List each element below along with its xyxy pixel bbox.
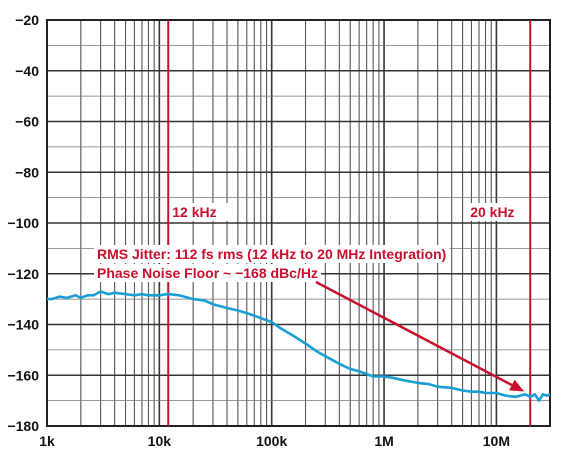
- grid-lines: [47, 20, 550, 426]
- marker-label-bg: [170, 203, 229, 221]
- y-tick-label: −20: [15, 12, 39, 28]
- x-tick-label: 10k: [148, 433, 172, 449]
- plot-frame: [46, 19, 551, 427]
- x-tick-label: 100k: [256, 433, 287, 449]
- markers: 12 kHz 20 kHz: [167, 20, 532, 426]
- y-tick-label: −120: [7, 266, 39, 282]
- series-layer: [47, 290, 551, 402]
- x-tick-labels: 1k 10k 100k 1M 10M: [39, 433, 510, 449]
- y-tick-label: −100: [7, 215, 39, 231]
- annotation-arrow: [315, 280, 513, 387]
- marker-label-bg: [468, 203, 527, 221]
- marker-label: 20 kHz: [470, 204, 514, 220]
- y-tick-label: −60: [15, 114, 39, 130]
- x-tick-label: 10M: [483, 433, 510, 449]
- y-tick-label: −160: [7, 367, 39, 383]
- y-tick-label: −140: [7, 317, 39, 333]
- series-line: [47, 290, 551, 402]
- marker-label: 12 kHz: [172, 204, 216, 220]
- annotation-noise-floor: Phase Noise Floor ~ −168 dBc/Hz: [97, 265, 318, 281]
- annotation-bg: [94, 245, 450, 263]
- y-tick-label: −40: [15, 63, 39, 79]
- annotations: RMS Jitter: 112 fs rms (12 kHz to 20 MHz…: [94, 245, 525, 392]
- y-tick-label: −180: [7, 418, 39, 434]
- x-tick-label: 1M: [374, 433, 393, 449]
- annotation-rms-jitter: RMS Jitter: 112 fs rms (12 kHz to 20 MHz…: [97, 246, 446, 262]
- annotation-arrowhead: [509, 379, 525, 392]
- y-tick-labels: −20 −40 −60 −80 −100 −120 −140 −160 −180: [7, 12, 39, 434]
- y-tick-label: −80: [15, 164, 39, 180]
- x-tick-label: 1k: [39, 433, 55, 449]
- annotation-bg: [94, 264, 321, 282]
